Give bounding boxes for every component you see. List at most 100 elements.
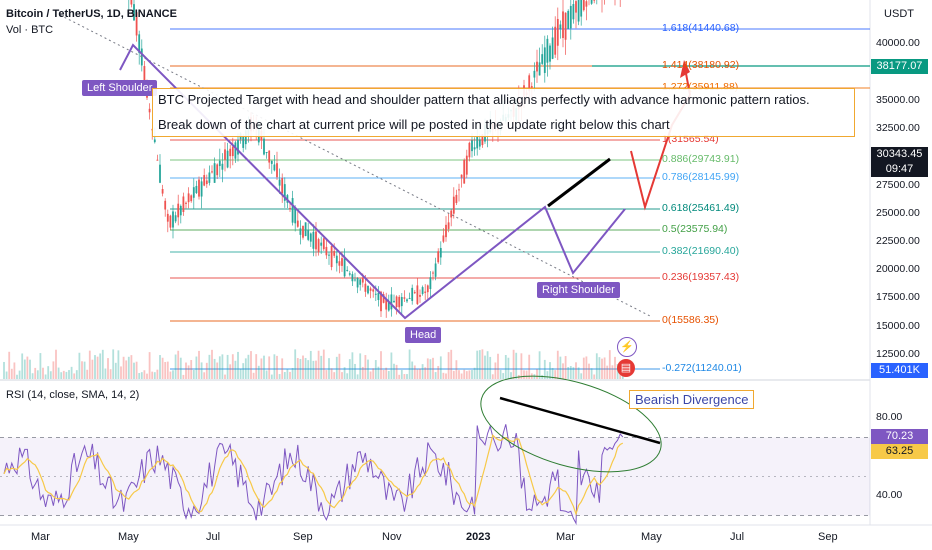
volume-bar bbox=[354, 363, 356, 379]
volume-bar bbox=[203, 372, 206, 379]
candle-body bbox=[530, 86, 533, 88]
candle-body bbox=[231, 146, 234, 157]
descending-trendline bbox=[59, 14, 651, 317]
volume-bar bbox=[525, 370, 528, 379]
volume-bar bbox=[229, 364, 232, 379]
candle-body bbox=[172, 211, 174, 228]
volume-bar bbox=[385, 367, 388, 379]
candle-body bbox=[476, 136, 479, 149]
volume-bar bbox=[445, 373, 447, 379]
volume-bar bbox=[185, 362, 187, 379]
rsi-label[interactable]: RSI (14, close, SMA, 14, 2) bbox=[6, 389, 140, 401]
volume-bar bbox=[502, 373, 505, 379]
volume-bar bbox=[408, 349, 411, 379]
symbol-title[interactable]: Bitcoin / TetherUS, 1D, BINANCE bbox=[6, 8, 177, 20]
candle-body bbox=[205, 180, 208, 185]
volume-bar bbox=[289, 371, 291, 379]
candle-body bbox=[333, 250, 336, 256]
candle-body bbox=[541, 54, 544, 64]
candle-body bbox=[434, 263, 437, 277]
volume-bar bbox=[447, 352, 450, 379]
candle-body bbox=[382, 294, 385, 303]
rsi-ma-line bbox=[3, 434, 624, 516]
projection-note[interactable]: BTC Projected Target with head and shoul… bbox=[152, 88, 855, 137]
volume-bar bbox=[49, 371, 52, 379]
us-flag-icon[interactable]: ▤ bbox=[617, 359, 635, 377]
volume-bar bbox=[390, 352, 393, 379]
price-tick-label: 35000.00 bbox=[876, 94, 920, 106]
volume-bar bbox=[351, 352, 354, 379]
volume-bar bbox=[348, 359, 351, 379]
head-shoulders-pattern bbox=[119, 43, 626, 320]
candle-body bbox=[463, 159, 466, 184]
candle-body bbox=[138, 34, 141, 54]
price-tick-label: 22500.00 bbox=[876, 235, 920, 247]
volume-bar bbox=[52, 361, 55, 379]
volume-bar bbox=[455, 360, 458, 379]
candle-body bbox=[356, 278, 359, 288]
note-line-2: Break down of the chart at current price… bbox=[158, 117, 670, 132]
bearish-divergence-label: Bearish Divergence bbox=[629, 390, 755, 409]
candle-body bbox=[536, 61, 538, 72]
volume-bar bbox=[10, 368, 13, 379]
note-line-1: BTC Projected Target with head and shoul… bbox=[158, 92, 810, 107]
time-tick-label: Mar bbox=[556, 531, 575, 543]
candle-body bbox=[460, 174, 463, 178]
volume-bar bbox=[226, 354, 229, 379]
candle-body bbox=[569, 5, 572, 29]
volume-bar bbox=[164, 362, 167, 379]
price-trend-line bbox=[547, 157, 611, 208]
time-tick-label: 2023 bbox=[466, 531, 491, 543]
volume-bar bbox=[3, 361, 5, 379]
volume-bar bbox=[286, 369, 289, 379]
time-tick-label: Nov bbox=[382, 531, 402, 543]
volume-bar bbox=[588, 363, 590, 379]
volume-bar bbox=[549, 362, 551, 379]
volume-bar bbox=[278, 374, 281, 379]
lightning-icon[interactable]: ⚡ bbox=[617, 337, 637, 357]
volume-bar bbox=[99, 353, 102, 379]
candle-body bbox=[192, 187, 195, 198]
volume-bar bbox=[606, 365, 609, 379]
volume-bar bbox=[8, 351, 11, 379]
candle-body bbox=[390, 294, 393, 310]
volume-bar bbox=[138, 373, 141, 379]
volume-bar bbox=[346, 373, 349, 379]
candle-body bbox=[380, 291, 382, 312]
volume-bar bbox=[120, 366, 122, 379]
volume-bar bbox=[559, 356, 562, 379]
volume-bar bbox=[335, 356, 338, 379]
candle-body bbox=[393, 300, 395, 303]
volume-bar bbox=[395, 364, 398, 379]
volume-bar bbox=[429, 359, 432, 379]
candle-body bbox=[273, 164, 276, 171]
volume-bar bbox=[68, 370, 70, 379]
volume-bar bbox=[291, 367, 294, 379]
volume-bar bbox=[406, 374, 408, 379]
candle-body bbox=[398, 296, 401, 308]
candle-body bbox=[148, 108, 151, 113]
volume-bar bbox=[234, 360, 237, 379]
candle-body bbox=[291, 198, 294, 223]
volume-bar bbox=[309, 350, 312, 379]
candle-body bbox=[458, 189, 460, 191]
volume-bar bbox=[369, 371, 372, 379]
volume-bar bbox=[491, 374, 494, 379]
volume-label[interactable]: Vol · BTC bbox=[6, 24, 54, 36]
fib-level-label: 0.5(23575.94) bbox=[662, 223, 728, 235]
candle-body bbox=[242, 135, 245, 148]
candle-body bbox=[166, 213, 169, 222]
volume-bar bbox=[393, 363, 395, 379]
volume-bar bbox=[268, 356, 271, 379]
candle-body bbox=[442, 235, 445, 242]
candle-body bbox=[234, 142, 237, 159]
volume-bar bbox=[598, 357, 601, 379]
candle-body bbox=[294, 207, 297, 224]
volume-bar bbox=[104, 368, 107, 379]
candle-body bbox=[270, 160, 273, 164]
volume-bar bbox=[83, 361, 86, 379]
volume-bar bbox=[486, 351, 489, 379]
time-tick-label: Sep bbox=[293, 531, 313, 543]
candle-body bbox=[367, 285, 369, 294]
candle-body bbox=[304, 222, 307, 237]
